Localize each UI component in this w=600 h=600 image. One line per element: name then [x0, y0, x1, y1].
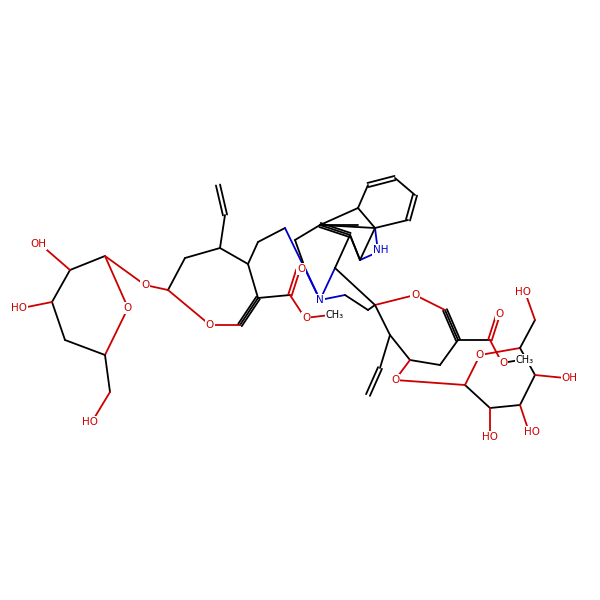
Text: HO: HO: [11, 303, 27, 313]
Text: O: O: [141, 280, 149, 290]
Text: O: O: [302, 313, 310, 323]
Text: CH₃: CH₃: [326, 310, 344, 320]
Text: O: O: [391, 375, 399, 385]
Text: CH₃: CH₃: [516, 355, 534, 365]
Text: NH: NH: [373, 245, 389, 255]
Text: O: O: [499, 358, 508, 368]
Text: O: O: [297, 264, 305, 274]
Text: O: O: [124, 303, 132, 313]
Text: N: N: [316, 295, 324, 305]
Text: OH: OH: [562, 373, 578, 383]
Text: O: O: [496, 309, 504, 319]
Text: O: O: [411, 290, 419, 300]
Text: OH: OH: [30, 239, 46, 249]
Text: HO: HO: [482, 432, 498, 442]
Text: O: O: [476, 350, 484, 360]
Text: HO: HO: [515, 287, 531, 297]
Text: HO: HO: [82, 417, 98, 427]
Text: HO: HO: [524, 427, 540, 437]
Text: O: O: [206, 320, 214, 330]
